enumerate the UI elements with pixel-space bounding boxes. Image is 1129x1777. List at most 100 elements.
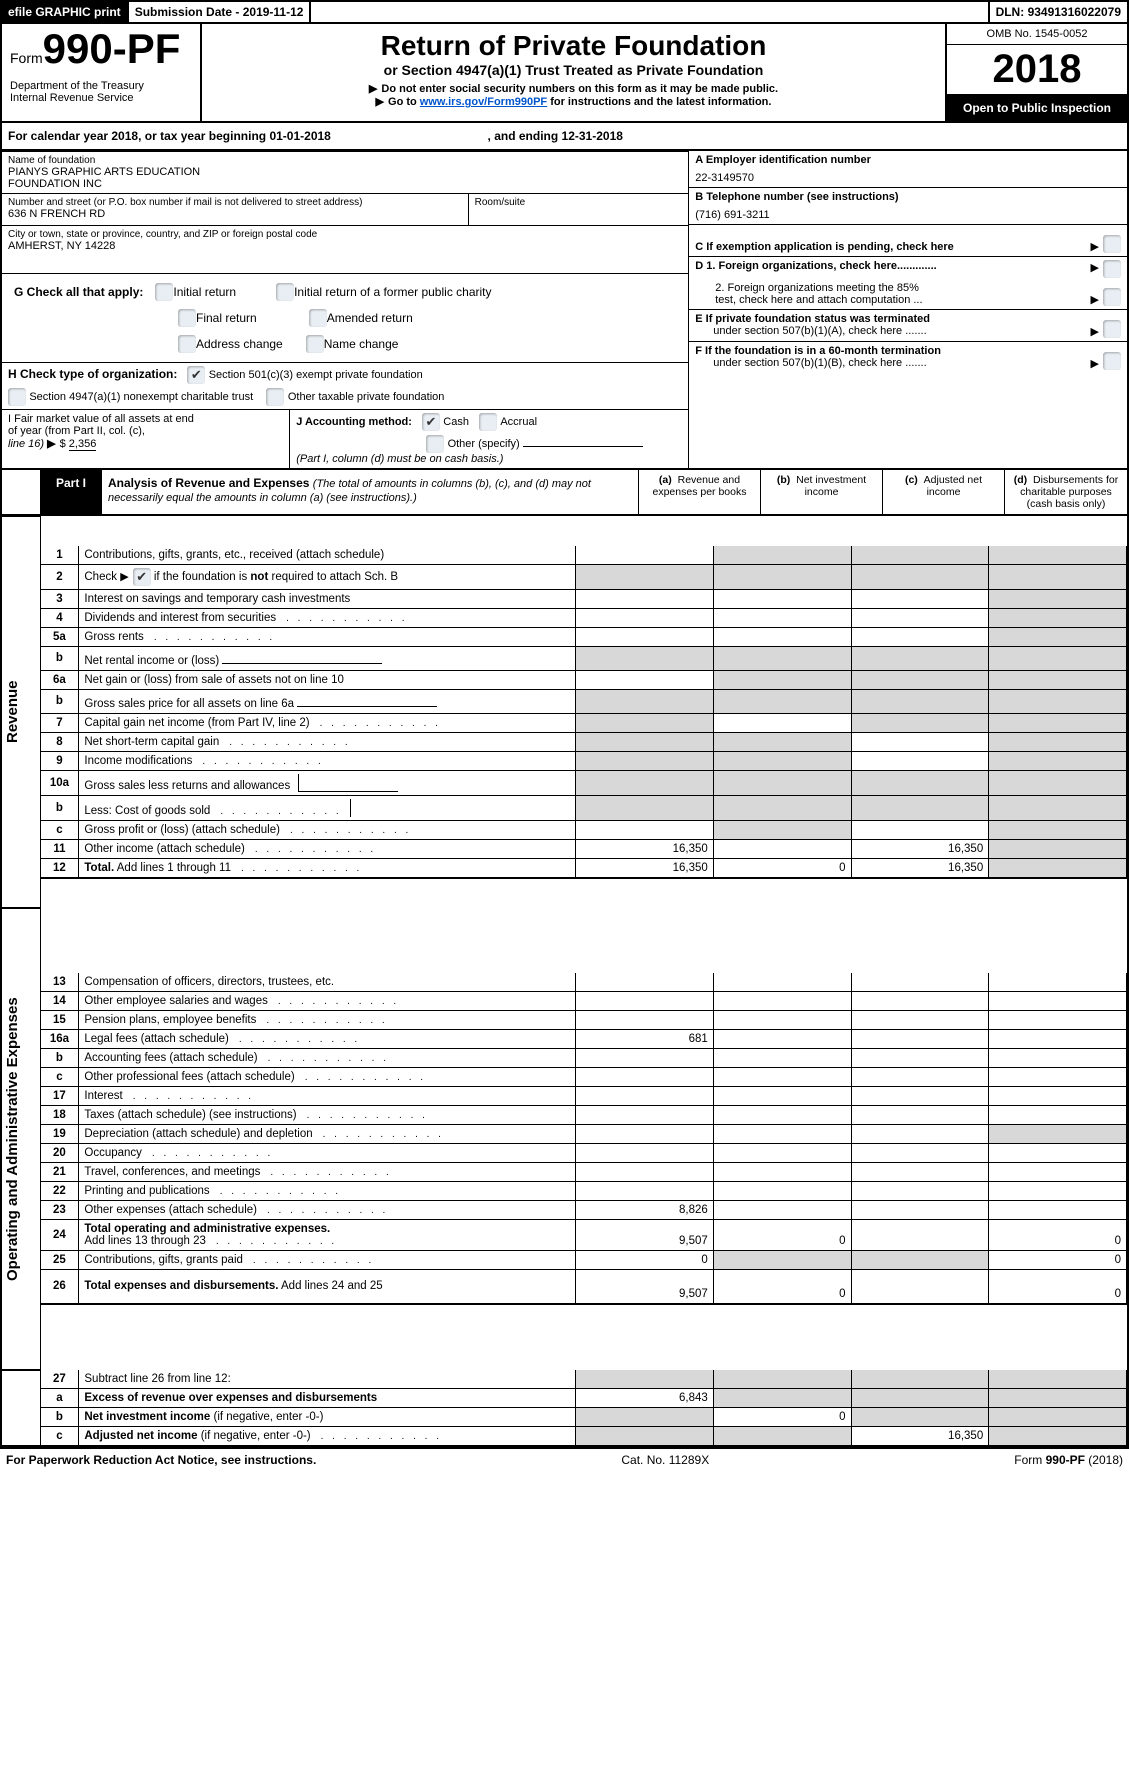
instructions-link[interactable]: www.irs.gov/Form990PF — [420, 96, 547, 108]
room-label: Room/suite — [475, 197, 683, 208]
r12d2: Add lines 1 through 11 — [117, 862, 231, 874]
e1: E If private foundation status was termi… — [695, 313, 930, 325]
r2-post: if the foundation is — [154, 571, 247, 583]
r24-a: 9,507 — [576, 1219, 714, 1250]
table-row: cOther professional fees (attach schedul… — [41, 1067, 1127, 1086]
footer-right-pre: Form — [1014, 1453, 1045, 1467]
h-4947-checkbox[interactable] — [8, 388, 26, 406]
line-8-num: 8 — [41, 732, 79, 751]
line-26-num: 26 — [41, 1269, 79, 1304]
line-27a-num: a — [41, 1388, 79, 1407]
d1-checkbox[interactable] — [1103, 260, 1121, 278]
line-25-desc: Contributions, gifts, grants paid — [79, 1250, 576, 1269]
calyear-end: 12-31-2018 — [562, 129, 623, 143]
r2-pre: Check — [84, 571, 117, 583]
address-change-checkbox[interactable] — [178, 335, 196, 353]
f-checkbox[interactable] — [1103, 352, 1121, 370]
amended-return-checkbox[interactable] — [309, 309, 327, 327]
g-initial-former: Initial return of a former public charit… — [294, 285, 491, 299]
line-3-desc: Interest on savings and temporary cash i… — [79, 589, 576, 608]
line-24-num: 24 — [41, 1219, 79, 1250]
header-right: OMB No. 1545-0052 2018 Open to Public In… — [947, 24, 1127, 121]
footer-right: Form 990-PF (2018) — [1014, 1453, 1123, 1467]
line-8-desc: Net short-term capital gain — [79, 732, 576, 751]
form-label: Form — [10, 50, 43, 66]
line-5a-desc: Gross rents — [79, 627, 576, 646]
r2-end: required to attach Sch. B — [272, 571, 399, 583]
j-accrual-checkbox[interactable] — [479, 413, 497, 431]
r2-bold: not — [250, 571, 268, 583]
r4d: Dividends and interest from securities — [84, 612, 276, 624]
r6bd: Gross sales price for all assets on line… — [84, 698, 294, 710]
e-checkbox[interactable] — [1103, 320, 1121, 338]
calendar-year-line: For calendar year 2018, or tax year begi… — [2, 121, 1127, 149]
col-b-hdr: Net investment income — [796, 474, 866, 498]
table-row: 15Pension plans, employee benefits — [41, 1010, 1127, 1029]
line-15-desc: Pension plans, employee benefits — [79, 1010, 576, 1029]
form-title: Return of Private Foundation — [208, 30, 939, 62]
schb-checkbox[interactable] — [133, 568, 151, 586]
line-16a-num: 16a — [41, 1029, 79, 1048]
h-label: H Check type of organization: — [8, 367, 177, 381]
line-10b-desc: Less: Cost of goods sold — [79, 795, 576, 820]
info-grid: Name of foundation PIANYS GRAPHIC ARTS E… — [2, 149, 1127, 468]
goto-pre: Go to — [388, 96, 420, 108]
line-27c-desc: Adjusted net income (if negative, enter … — [79, 1426, 576, 1445]
addr-label: Number and street (or P.O. box number if… — [8, 197, 462, 208]
c-checkbox[interactable] — [1103, 235, 1121, 253]
dln-cell: DLN: 93491316022079 — [990, 2, 1127, 22]
efile-label: efile GRAPHIC print — [2, 2, 129, 22]
f2: under section 507(b)(1)(B), check here .… — [695, 357, 926, 369]
r20d: Occupancy — [84, 1147, 142, 1159]
dln-value: 93491316022079 — [1028, 5, 1121, 19]
final-return-checkbox[interactable] — [178, 309, 196, 327]
r23-a: 8,826 — [576, 1200, 714, 1219]
line-16b-num: b — [41, 1048, 79, 1067]
col-c-hdr: Adjusted net income — [924, 474, 982, 498]
line-20-desc: Occupancy — [79, 1143, 576, 1162]
f1: F If the foundation is in a 60-month ter… — [695, 345, 941, 357]
header-left: Form990-PF Department of the Treasury In… — [2, 24, 202, 121]
r8d: Net short-term capital gain — [84, 736, 219, 748]
table-row: 14Other employee salaries and wages — [41, 991, 1127, 1010]
r27b-b: 0 — [713, 1407, 851, 1426]
d2-checkbox[interactable] — [1103, 288, 1121, 306]
ein-value: 22-3149570 — [695, 172, 871, 184]
d2b: test, check here and attach computation … — [715, 294, 922, 306]
a-label: A Employer identification number — [695, 154, 871, 166]
table-row: 2Check if the foundation is not required… — [41, 564, 1127, 589]
line-10c-num: c — [41, 820, 79, 839]
h-501c3-checkbox[interactable] — [187, 366, 205, 384]
line-15-num: 15 — [41, 1010, 79, 1029]
j-other-checkbox[interactable] — [426, 435, 444, 453]
r10cd: Gross profit or (loss) (attach schedule) — [84, 824, 280, 836]
b-label: B Telephone number (see instructions) — [695, 191, 898, 203]
footer-catno: Cat. No. 11289X — [621, 1453, 709, 1467]
omb-number: OMB No. 1545-0052 — [947, 24, 1127, 45]
header-middle: Return of Private Foundation or Section … — [202, 24, 947, 121]
h-other-checkbox[interactable] — [266, 388, 284, 406]
line-25-num: 25 — [41, 1250, 79, 1269]
r7d: Capital gain net income (from Part IV, l… — [84, 717, 309, 729]
line-22-desc: Printing and publications — [79, 1181, 576, 1200]
submission-date: 2019-11-12 — [243, 5, 304, 19]
open-inspection: Open to Public Inspection — [947, 95, 1127, 121]
line-18-num: 18 — [41, 1105, 79, 1124]
j-cash-checkbox[interactable] — [422, 413, 440, 431]
calyear-pre: For calendar year 2018, or tax year begi… — [8, 129, 269, 143]
name-change-checkbox[interactable] — [306, 335, 324, 353]
r26-a: 9,507 — [576, 1269, 714, 1304]
line-5a-num: 5a — [41, 627, 79, 646]
initial-return-checkbox[interactable] — [155, 283, 173, 301]
r24-d: 0 — [989, 1219, 1127, 1250]
line-6b-desc: Gross sales price for all assets on line… — [79, 689, 576, 713]
table-row: bLess: Cost of goods sold — [41, 795, 1127, 820]
line-16c-desc: Other professional fees (attach schedule… — [79, 1067, 576, 1086]
h-4947: Section 4947(a)(1) nonexempt charitable … — [29, 391, 253, 403]
line-27b-num: b — [41, 1407, 79, 1426]
initial-return-former-checkbox[interactable] — [276, 283, 294, 301]
r24d2: Add lines 13 through 23 — [84, 1235, 205, 1247]
footer-right-form: 990-PF — [1046, 1453, 1085, 1467]
table-row: 25Contributions, gifts, grants paid00 — [41, 1250, 1127, 1269]
part1-table: Revenue 1Contributions, gifts, grants, e… — [2, 516, 1127, 1447]
